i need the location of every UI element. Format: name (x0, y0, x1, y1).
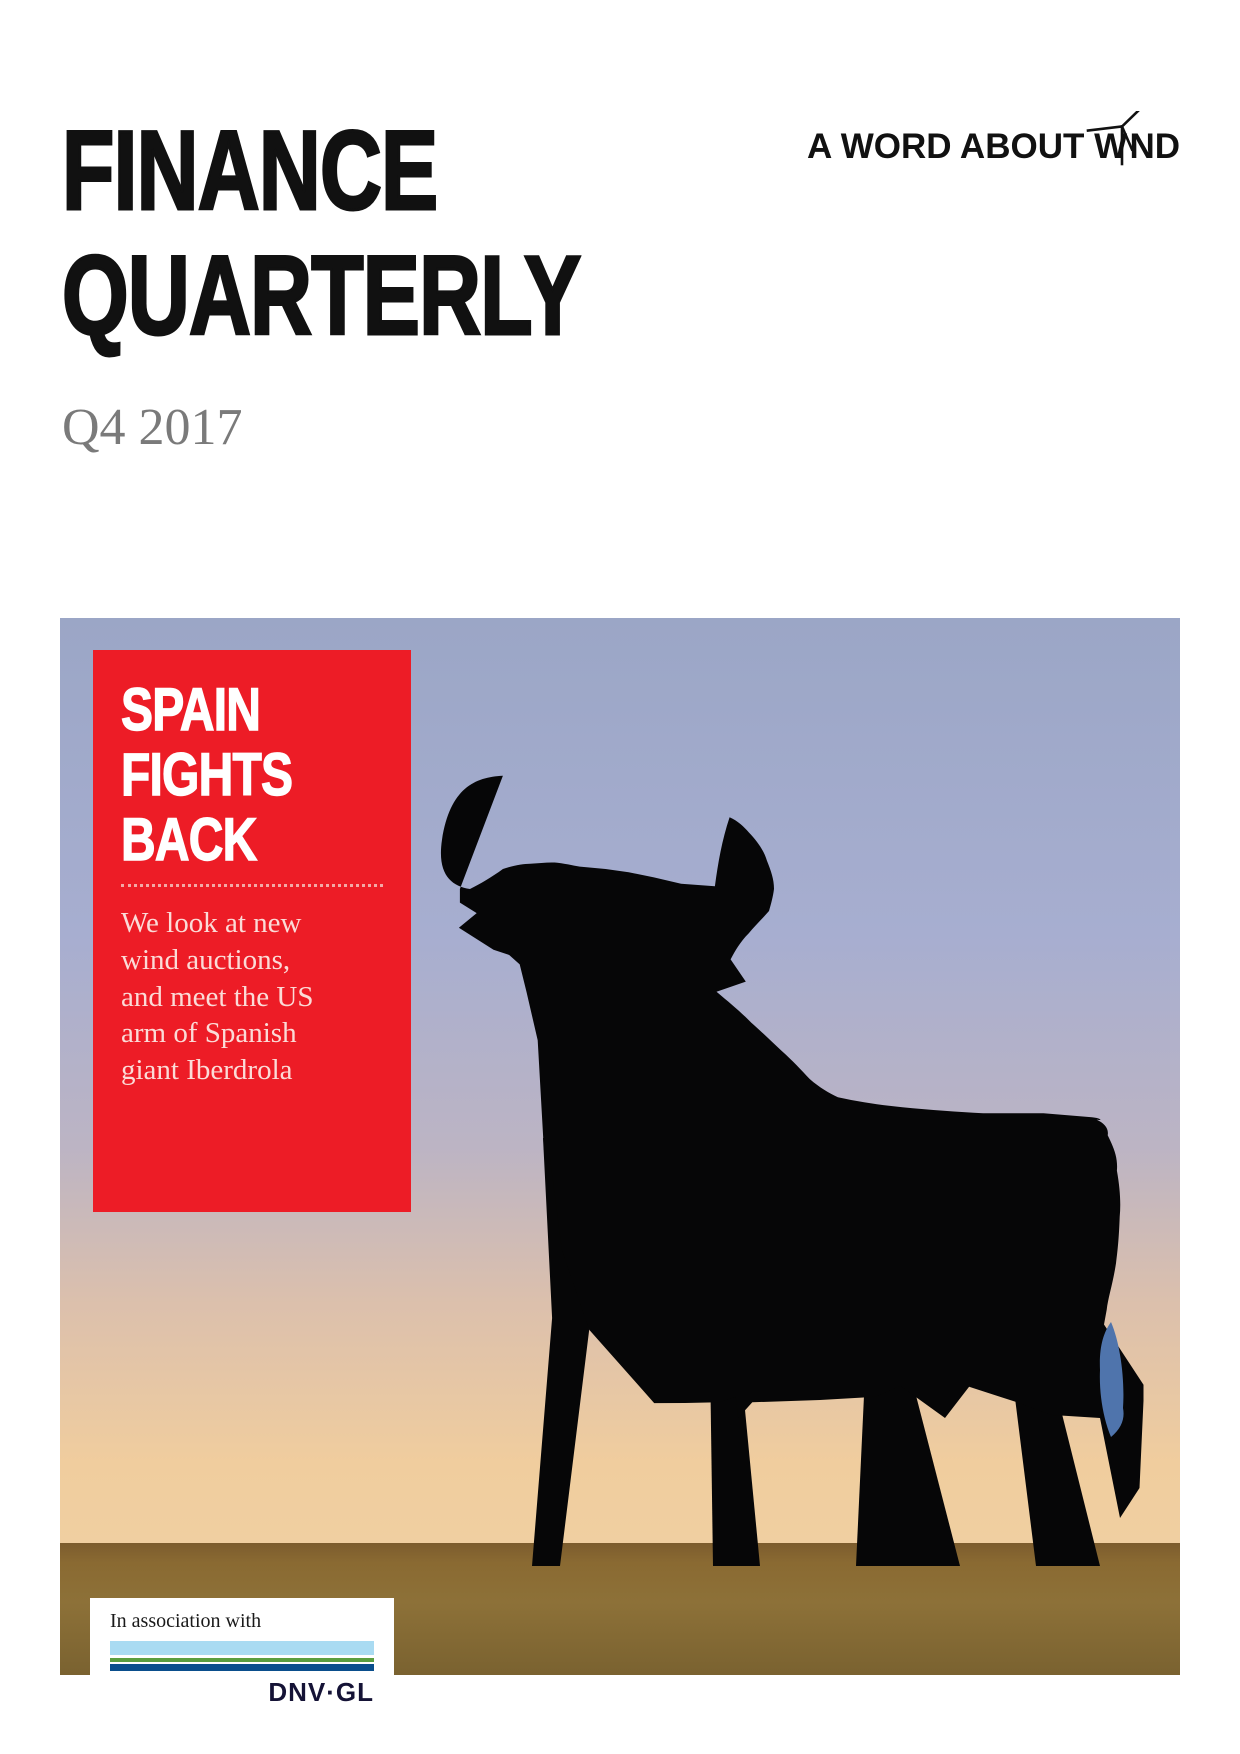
svg-text:ND: ND (1130, 127, 1181, 166)
svg-text:A WORD ABOUT W: A WORD ABOUT W (807, 127, 1127, 166)
